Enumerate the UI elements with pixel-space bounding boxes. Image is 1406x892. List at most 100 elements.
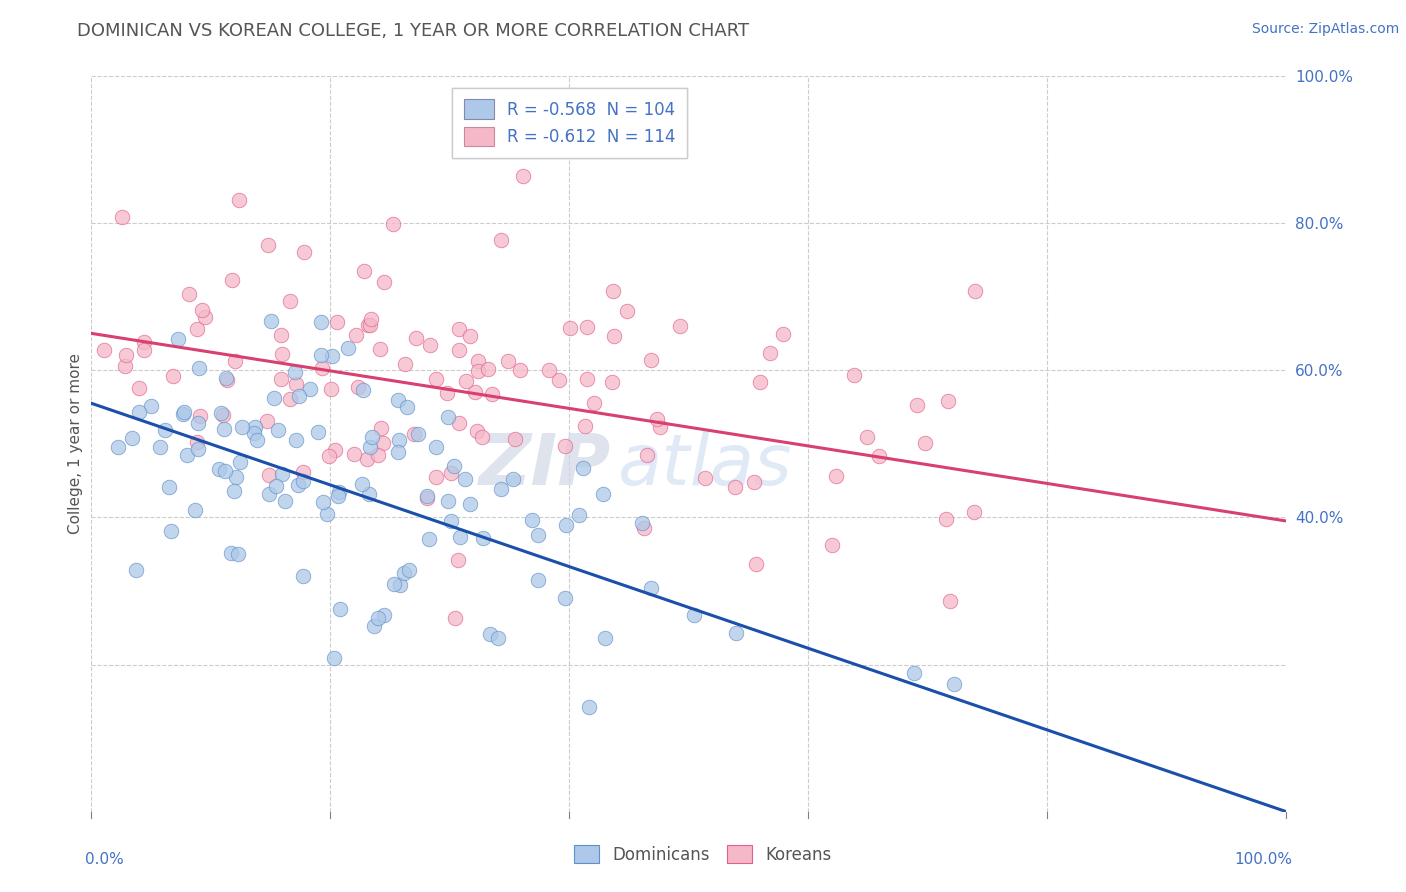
Point <box>394 357 416 371</box>
Point <box>115 349 138 363</box>
Point <box>292 245 315 260</box>
Point <box>274 493 297 508</box>
Point <box>288 389 311 403</box>
Point <box>856 430 879 444</box>
Point <box>496 354 519 368</box>
Point <box>208 462 231 476</box>
Point <box>309 316 332 330</box>
Point <box>458 328 481 343</box>
Point <box>270 467 292 481</box>
Point <box>465 424 488 438</box>
Point <box>128 404 150 418</box>
Point <box>759 345 782 359</box>
Point <box>593 631 616 645</box>
Point <box>284 377 307 392</box>
Point <box>592 487 614 501</box>
Point <box>963 505 986 519</box>
Point <box>416 491 439 505</box>
Point <box>489 233 512 247</box>
Point <box>392 566 415 581</box>
Point <box>309 348 332 362</box>
Point <box>503 433 526 447</box>
Point <box>229 455 252 469</box>
Point <box>188 409 211 424</box>
Point <box>368 342 391 356</box>
Point <box>398 563 420 577</box>
Point <box>425 372 447 386</box>
Point <box>406 427 429 442</box>
Point <box>464 384 486 399</box>
Text: Source: ZipAtlas.com: Source: ZipAtlas.com <box>1251 22 1399 37</box>
Point <box>157 480 180 494</box>
Point <box>648 420 671 434</box>
Point <box>454 472 477 486</box>
Point <box>363 619 385 633</box>
Point <box>942 677 965 691</box>
Point <box>963 284 986 298</box>
Point <box>121 431 143 445</box>
Point <box>568 508 591 523</box>
Point <box>373 275 395 289</box>
Point <box>212 422 235 436</box>
Point <box>292 465 315 479</box>
Point <box>477 362 499 376</box>
Point <box>575 319 598 334</box>
Point <box>682 608 704 623</box>
Point <box>388 433 411 447</box>
Point <box>264 479 287 493</box>
Point <box>194 310 217 325</box>
Point <box>360 311 382 326</box>
Point <box>256 414 278 428</box>
Text: DOMINICAN VS KOREAN COLLEGE, 1 YEAR OR MORE CORRELATION CHART: DOMINICAN VS KOREAN COLLEGE, 1 YEAR OR M… <box>77 22 749 40</box>
Point <box>323 650 346 665</box>
Point <box>724 480 747 494</box>
Point <box>695 471 717 485</box>
Point <box>537 363 560 377</box>
Point <box>270 371 292 385</box>
Point <box>187 360 209 375</box>
Point <box>903 665 925 680</box>
Point <box>437 494 460 508</box>
Point <box>344 327 367 342</box>
Point <box>307 425 329 439</box>
Point <box>444 611 467 625</box>
Legend: R = -0.568  N = 104, R = -0.612  N = 114: R = -0.568 N = 104, R = -0.612 N = 114 <box>451 87 688 158</box>
Point <box>270 327 292 342</box>
Text: 0.0%: 0.0% <box>86 852 124 867</box>
Point <box>352 477 374 491</box>
Text: ZIP: ZIP <box>479 432 612 500</box>
Point <box>669 319 692 334</box>
Point <box>353 264 375 278</box>
Point <box>603 329 626 343</box>
Point <box>509 363 531 377</box>
Point <box>111 211 134 225</box>
Point <box>128 381 150 395</box>
Point <box>312 495 335 509</box>
Point <box>246 434 269 448</box>
Point <box>359 318 381 332</box>
Point <box>267 423 290 437</box>
Point <box>245 420 267 434</box>
Point <box>226 547 249 561</box>
Point <box>447 553 470 567</box>
Point <box>177 287 200 301</box>
Point <box>311 361 333 376</box>
Point <box>172 407 194 421</box>
Point <box>396 401 419 415</box>
Point <box>914 436 936 450</box>
Point <box>352 383 374 397</box>
Point <box>554 439 576 453</box>
Point <box>329 602 352 616</box>
Point <box>221 273 243 287</box>
Point <box>356 451 378 466</box>
Point <box>228 193 250 207</box>
Point <box>578 700 600 714</box>
Point <box>382 217 405 231</box>
Point <box>287 478 309 492</box>
Point <box>449 343 471 357</box>
Point <box>749 376 772 390</box>
Point <box>243 426 266 441</box>
Point <box>278 392 301 406</box>
Point <box>527 573 550 587</box>
Point <box>299 382 322 396</box>
